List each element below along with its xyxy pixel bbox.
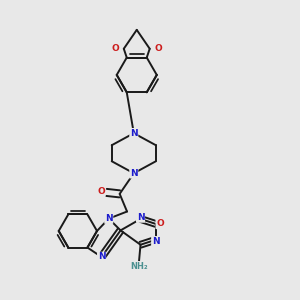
Text: N: N: [130, 169, 138, 178]
Text: O: O: [112, 44, 119, 53]
Text: NH₂: NH₂: [130, 262, 148, 271]
Text: N: N: [98, 253, 105, 262]
Text: N: N: [130, 129, 138, 138]
Text: N: N: [105, 214, 112, 223]
Text: N: N: [137, 213, 144, 222]
Text: O: O: [97, 187, 105, 196]
Text: O: O: [156, 219, 164, 228]
Text: O: O: [154, 44, 162, 53]
Text: N: N: [152, 237, 160, 246]
